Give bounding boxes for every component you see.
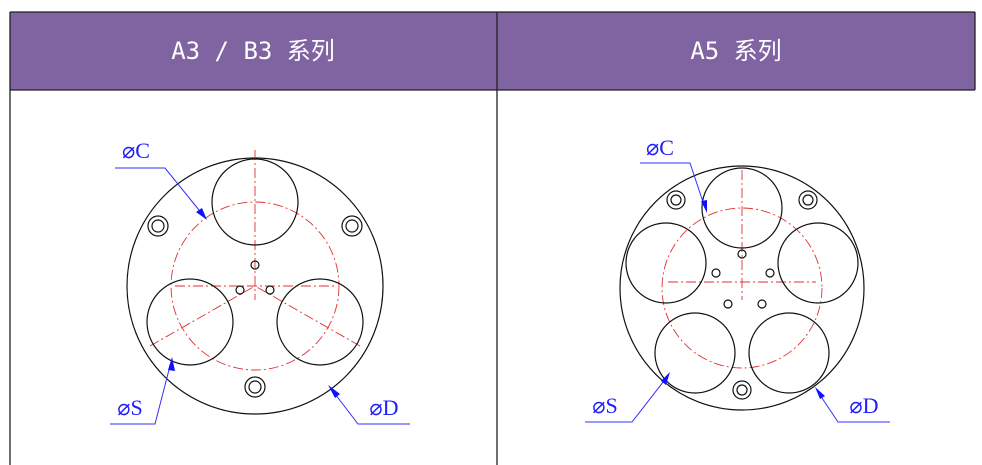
dimension-label: ⌀D [369, 395, 398, 420]
header-row [10, 12, 975, 90]
dimension-label: ⌀D [849, 393, 878, 418]
dimension-label: ⌀C [122, 138, 150, 163]
dimension-label: ⌀S [592, 393, 617, 418]
drawing-a5 [585, 162, 890, 423]
drawing-a3 [110, 150, 410, 425]
dimension-label: ⌀C [646, 135, 674, 160]
header-cell: A5 系列 [690, 37, 781, 65]
table-borders [9, 11, 976, 465]
header-cell: A3 / B3 系列 [171, 37, 335, 65]
dimension-label: ⌀S [117, 395, 142, 420]
